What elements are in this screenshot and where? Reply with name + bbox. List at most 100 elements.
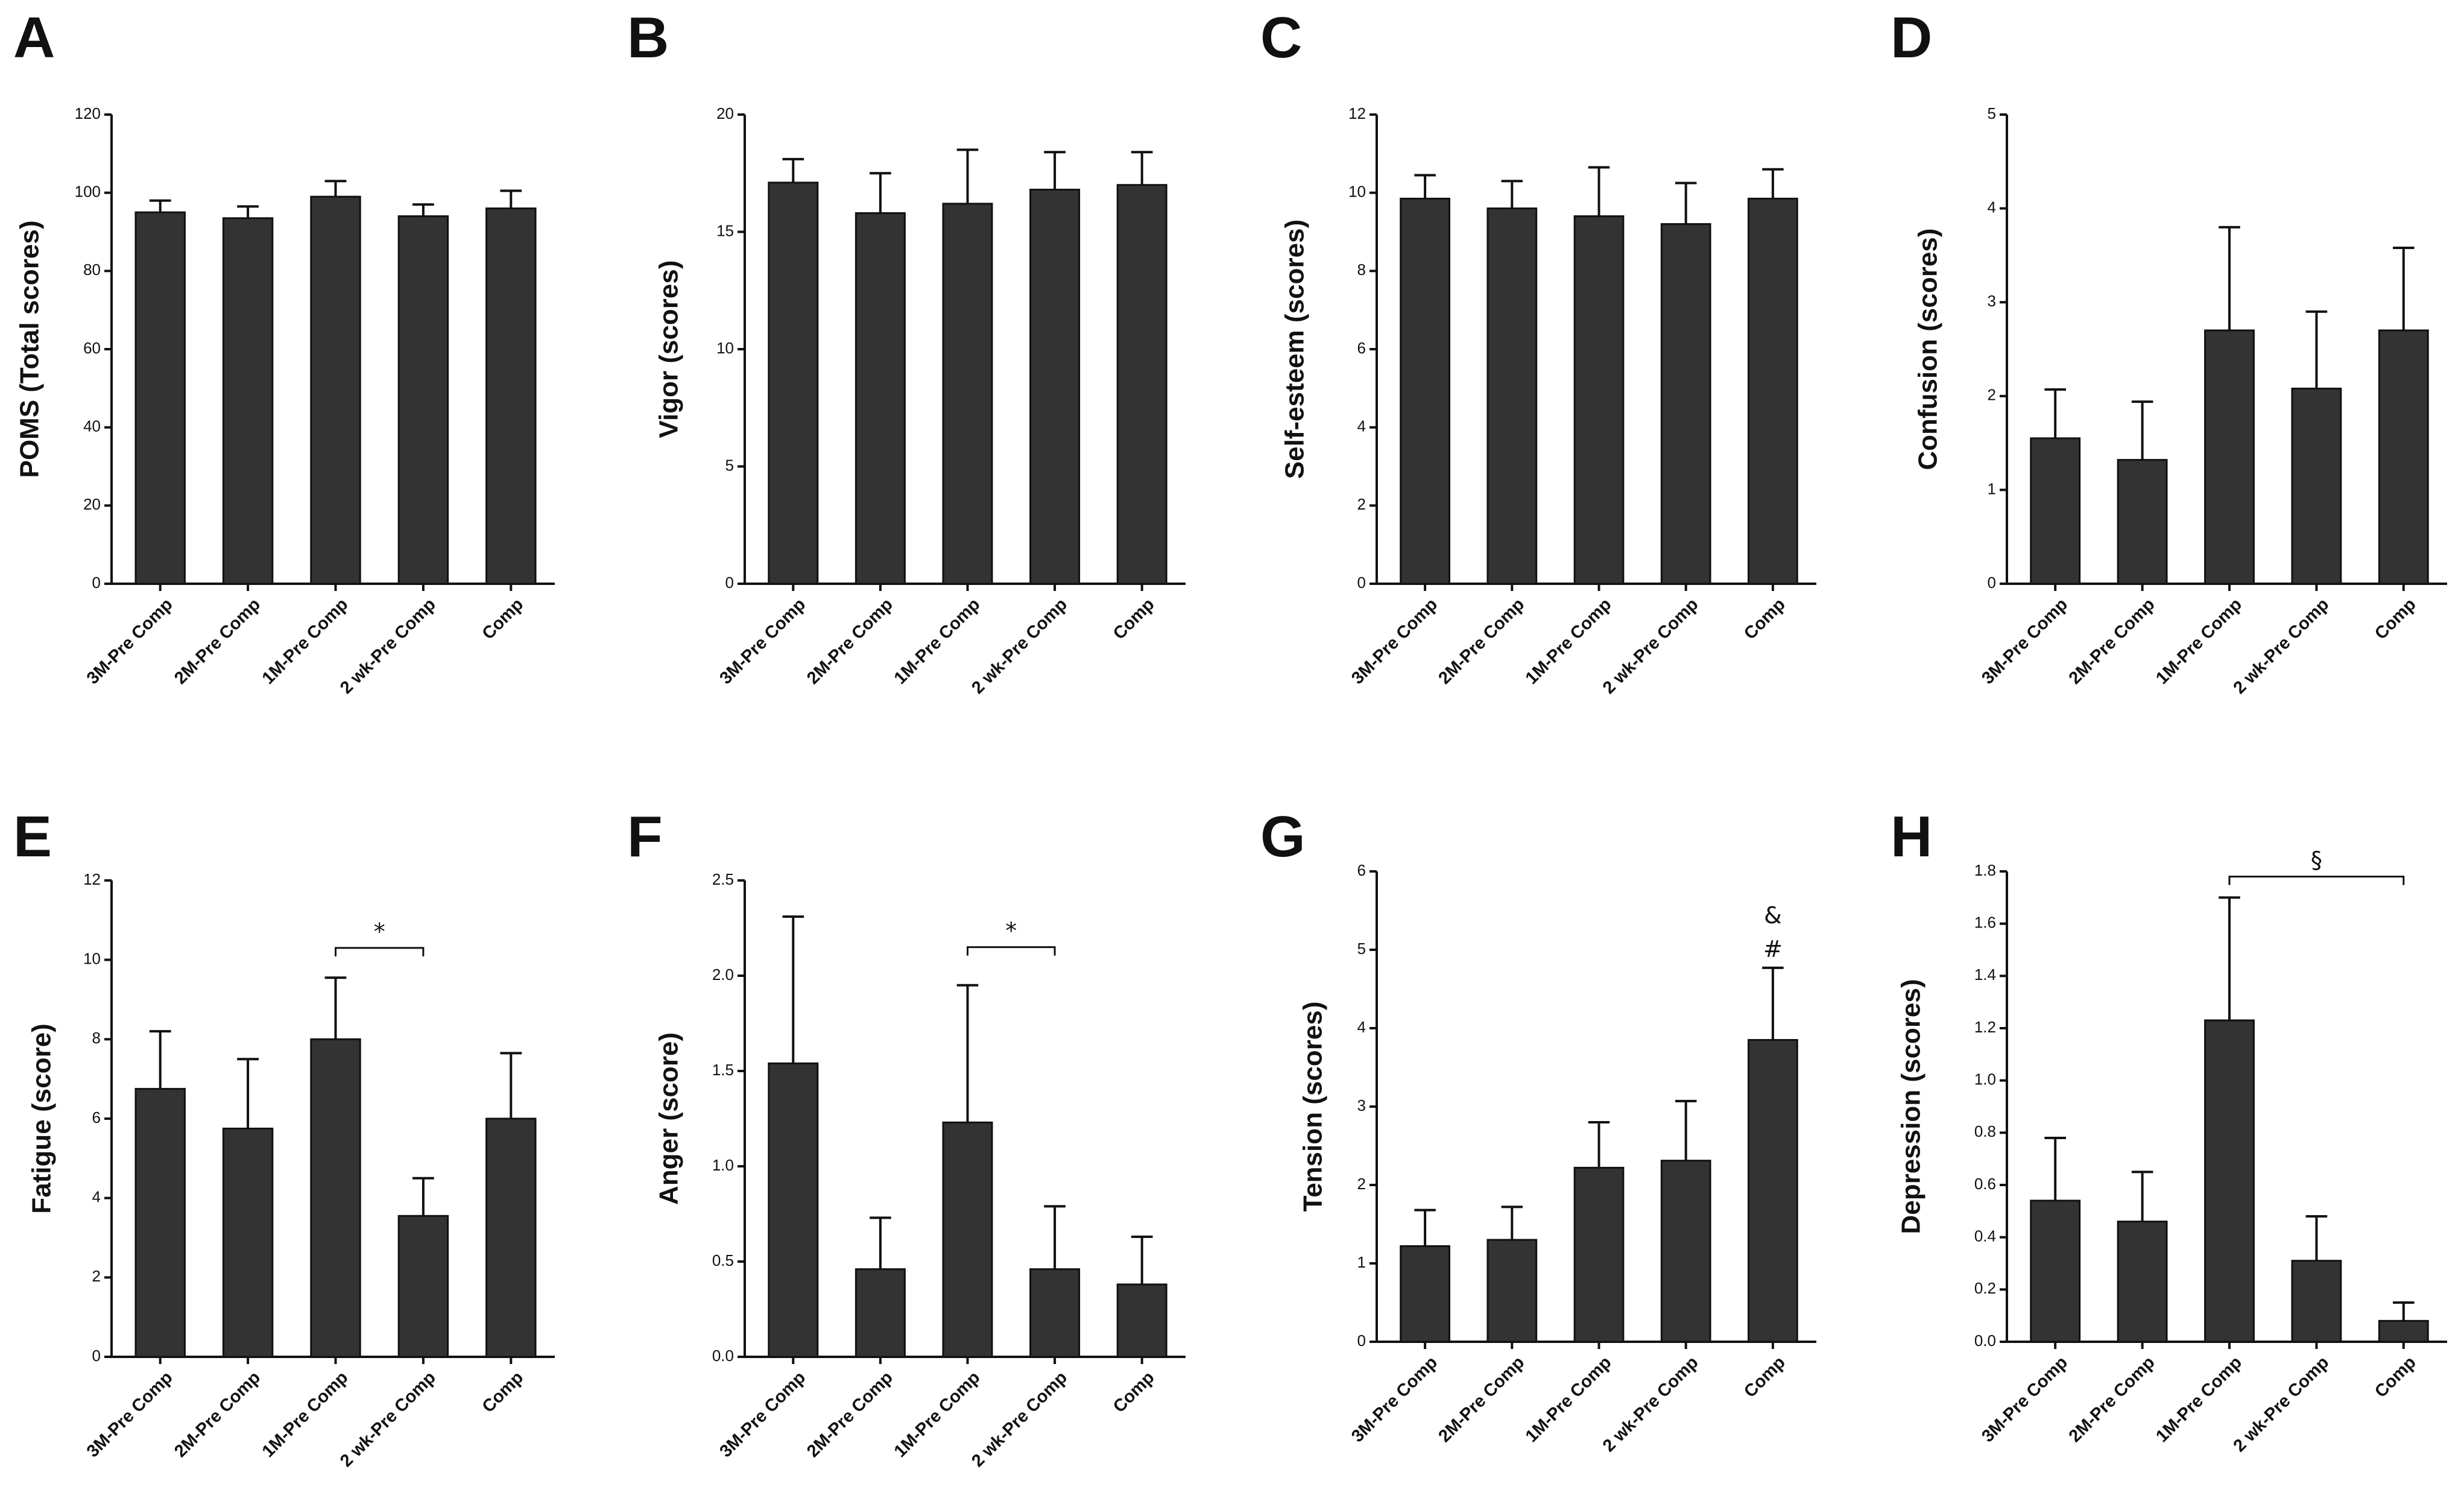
y-tick-label: 3 — [1357, 1096, 1366, 1114]
y-tick-label: 2 — [1357, 1175, 1366, 1193]
y-tick-label: 5 — [1988, 104, 1996, 122]
bar — [1400, 197, 1450, 585]
y-tick-label: 2 — [1357, 495, 1366, 513]
y-tick-label: 0 — [92, 573, 101, 592]
y-axis-label: Vigor (scores) — [654, 260, 684, 438]
bar — [1660, 1160, 1711, 1343]
y-tick-label: 0 — [1357, 573, 1366, 592]
y-tick-label: 1.6 — [1974, 914, 1996, 932]
y-tick-label: 4 — [1357, 417, 1366, 435]
y-tick-label: 4 — [92, 1188, 101, 1206]
bar — [1029, 188, 1081, 585]
y-tick-label: 1.8 — [1974, 861, 1996, 879]
bar — [134, 1088, 186, 1358]
x-tick-label: 2M-Pre Comp — [171, 595, 264, 688]
x-tick-label: Comp — [1740, 1353, 1789, 1401]
y-tick-label: 2 — [92, 1267, 101, 1285]
y-tick-label: 6 — [92, 1108, 101, 1126]
x-tick-label: 3M-Pre Comp — [1348, 1353, 1441, 1446]
significance-marker: * — [374, 918, 385, 945]
x-tick-label: 1M-Pre Comp — [259, 1368, 352, 1461]
y-axis-label: Self-esteem (scores) — [1280, 220, 1310, 479]
panel-letter: A — [13, 5, 55, 70]
x-tick-label: 2M-Pre Comp — [2065, 1353, 2159, 1446]
x-tick-label: 2 wk-Pre Comp — [1599, 1353, 1702, 1456]
y-tick-label: 20 — [83, 495, 101, 513]
y-tick-label: 1.0 — [712, 1156, 734, 1174]
panel-a: A POMS (Total scores) 0 20 40 60 80 100 120 3M-Pr… — [13, 5, 555, 698]
x-tick-label: 1M-Pre Comp — [1522, 1353, 1616, 1446]
y-tick-label: 10 — [1348, 183, 1366, 201]
y-tick-label: 15 — [716, 221, 734, 239]
bar — [2204, 1019, 2255, 1343]
y-tick-label: 3 — [1988, 292, 1996, 310]
y-tick-label: 6 — [1357, 861, 1366, 879]
y-tick-label: 5 — [1357, 940, 1366, 958]
bar — [2378, 329, 2429, 585]
panel-letter: F — [627, 804, 663, 869]
bar — [1573, 1166, 1625, 1343]
panel-letter: G — [1260, 804, 1306, 869]
bar — [485, 1117, 537, 1358]
bar — [768, 182, 819, 585]
y-tick-label: 1.2 — [1974, 1018, 1996, 1036]
y-tick-label: 0.2 — [1974, 1279, 1996, 1297]
y-tick-label: 0.5 — [712, 1251, 734, 1269]
y-tick-label: 0.0 — [1974, 1332, 1996, 1350]
x-tick-label: Comp — [1110, 595, 1158, 643]
bar — [1116, 1283, 1167, 1358]
bar — [942, 203, 993, 585]
x-tick-label: 2 wk-Pre Comp — [968, 1368, 1071, 1471]
x-tick-label: 2 wk-Pre Comp — [1599, 595, 1702, 698]
x-tick-label: 2 wk-Pre Comp — [336, 595, 440, 698]
x-tick-label: 3M-Pre Comp — [716, 1368, 809, 1461]
x-tick-label: 3M-Pre Comp — [83, 1368, 177, 1461]
panel-g: G Tension (scores) 0 1 2 3 4 5 6 3M-Pre Comp2M-Pr… — [1260, 804, 1816, 1456]
bar — [134, 211, 186, 585]
panel-letter: C — [1260, 5, 1302, 70]
bar — [1029, 1268, 1081, 1358]
y-tick-label: 1 — [1357, 1253, 1366, 1271]
bar — [855, 212, 906, 585]
x-tick-label: 2 wk-Pre Comp — [2230, 1353, 2333, 1456]
y-tick-label: 0.6 — [1974, 1175, 1996, 1193]
y-tick-label: 0 — [725, 573, 734, 592]
x-tick-label: 2M-Pre Comp — [803, 1368, 897, 1461]
y-tick-label: 8 — [1357, 261, 1366, 279]
y-tick-label: 4 — [1988, 198, 1996, 216]
x-tick-label: Comp — [479, 595, 528, 643]
y-tick-label: 10 — [716, 339, 734, 357]
y-tick-label: 0 — [92, 1347, 101, 1365]
x-tick-label: 3M-Pre Comp — [1978, 595, 2071, 688]
bar — [485, 207, 537, 585]
bar — [1660, 223, 1711, 585]
bar — [310, 1038, 361, 1358]
x-tick-label: 2M-Pre Comp — [1435, 595, 1528, 688]
y-tick-label: 12 — [1348, 104, 1366, 122]
y-tick-label: 20 — [716, 104, 734, 122]
bar — [2378, 1319, 2429, 1343]
x-tick-label: 1M-Pre Comp — [2152, 595, 2246, 688]
y-tick-label: 2 — [1988, 386, 1996, 404]
significance-marker: # — [1763, 936, 1783, 962]
x-tick-label: 1M-Pre Comp — [1522, 595, 1616, 688]
x-tick-label: Comp — [1740, 595, 1789, 643]
x-tick-label: Comp — [1110, 1368, 1158, 1417]
y-tick-label: 0 — [1357, 1332, 1366, 1350]
panel-e: E Fatigue (score) 0 2 4 6 8 10 12 3M-Pre Comp2M-P… — [13, 804, 555, 1471]
y-tick-label: 60 — [83, 339, 101, 357]
x-tick-label: 2 wk-Pre Comp — [968, 595, 1071, 698]
y-tick-label: 10 — [83, 950, 101, 968]
panel-b: B Vigor (scores) 0 5 10 15 20 3M-Pre Comp2M-Pre… — [627, 5, 1186, 698]
x-tick-label: 2M-Pre Comp — [803, 595, 897, 688]
x-tick-label: 2 wk-Pre Comp — [2230, 595, 2333, 698]
bar — [1748, 1039, 1798, 1343]
y-tick-label: 4 — [1357, 1018, 1366, 1036]
panel-f: F Anger (score) 0.0 0.5 1.0 1.5 2.0 2.5 3M-Pre C… — [627, 804, 1186, 1471]
y-tick-label: 8 — [92, 1029, 101, 1047]
bar — [2291, 1260, 2342, 1343]
y-tick-label: 40 — [83, 417, 101, 435]
bar — [2204, 329, 2255, 585]
y-axis-label: Confusion (scores) — [1913, 229, 1943, 470]
y-tick-label: 2.0 — [712, 965, 734, 984]
